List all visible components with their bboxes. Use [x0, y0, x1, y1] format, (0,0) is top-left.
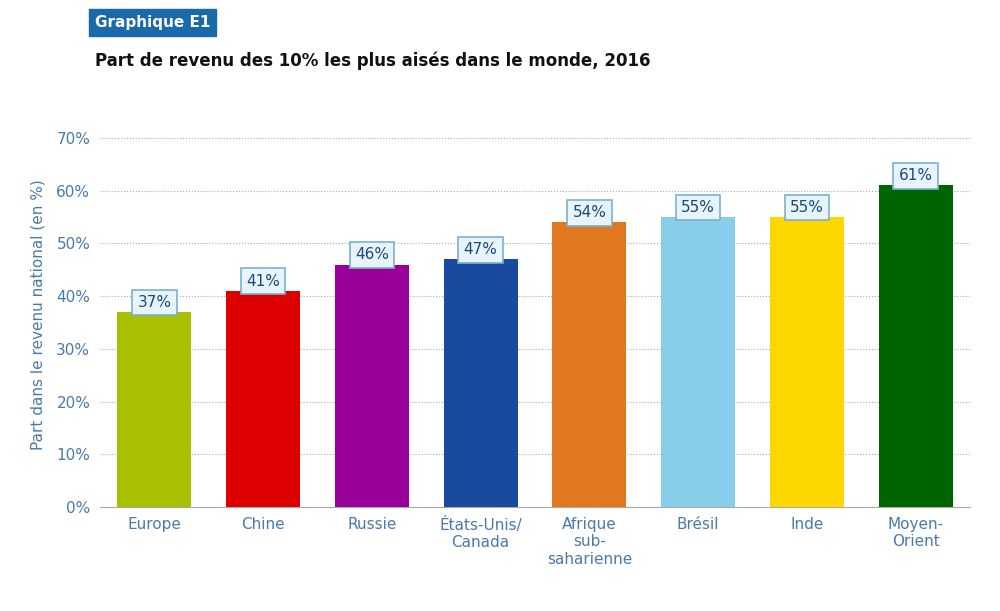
Text: 61%: 61%	[899, 169, 933, 183]
Text: 46%: 46%	[355, 247, 389, 263]
Bar	[661, 217, 735, 507]
Bar	[335, 265, 409, 507]
Text: 55%: 55%	[790, 200, 824, 215]
Bar	[444, 259, 518, 507]
Bar	[226, 291, 300, 507]
Text: Part de revenu des 10% les plus aisés dans le monde, 2016: Part de revenu des 10% les plus aisés da…	[95, 52, 650, 70]
Text: 54%: 54%	[572, 205, 606, 221]
Bar	[117, 312, 191, 507]
Text: 47%: 47%	[464, 242, 498, 257]
Text: 41%: 41%	[246, 274, 280, 289]
Bar	[552, 222, 626, 507]
Bar	[879, 186, 953, 507]
Bar	[770, 217, 844, 507]
Text: Graphique E1: Graphique E1	[95, 15, 210, 31]
Y-axis label: Part dans le revenu national (en %): Part dans le revenu national (en %)	[30, 179, 45, 450]
Text: 37%: 37%	[137, 295, 171, 310]
Text: 55%: 55%	[681, 200, 715, 215]
